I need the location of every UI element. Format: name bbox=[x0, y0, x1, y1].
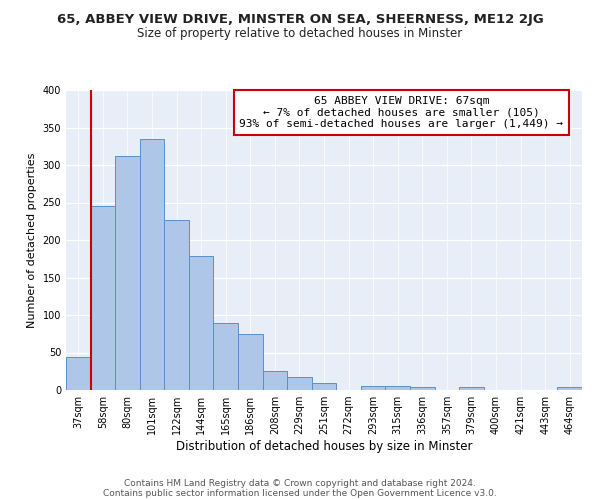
Text: Contains HM Land Registry data © Crown copyright and database right 2024.: Contains HM Land Registry data © Crown c… bbox=[124, 478, 476, 488]
Bar bbox=[91, 206, 115, 390]
Bar bbox=[115, 156, 140, 390]
Text: Contains public sector information licensed under the Open Government Licence v3: Contains public sector information licen… bbox=[103, 488, 497, 498]
Bar bbox=[410, 387, 434, 390]
Bar bbox=[164, 220, 189, 390]
Bar bbox=[312, 382, 336, 390]
Y-axis label: Number of detached properties: Number of detached properties bbox=[27, 152, 37, 328]
Bar bbox=[189, 256, 214, 390]
X-axis label: Distribution of detached houses by size in Minster: Distribution of detached houses by size … bbox=[176, 440, 472, 453]
Bar bbox=[66, 357, 91, 390]
Bar bbox=[263, 370, 287, 390]
Bar bbox=[557, 387, 582, 390]
Bar bbox=[385, 386, 410, 390]
Text: 65, ABBEY VIEW DRIVE, MINSTER ON SEA, SHEERNESS, ME12 2JG: 65, ABBEY VIEW DRIVE, MINSTER ON SEA, SH… bbox=[56, 12, 544, 26]
Bar bbox=[214, 322, 238, 390]
Bar bbox=[361, 386, 385, 390]
Text: 65 ABBEY VIEW DRIVE: 67sqm
← 7% of detached houses are smaller (105)
93% of semi: 65 ABBEY VIEW DRIVE: 67sqm ← 7% of detac… bbox=[239, 96, 563, 129]
Bar bbox=[287, 376, 312, 390]
Bar bbox=[459, 387, 484, 390]
Text: Size of property relative to detached houses in Minster: Size of property relative to detached ho… bbox=[137, 28, 463, 40]
Bar bbox=[238, 334, 263, 390]
Bar bbox=[140, 138, 164, 390]
